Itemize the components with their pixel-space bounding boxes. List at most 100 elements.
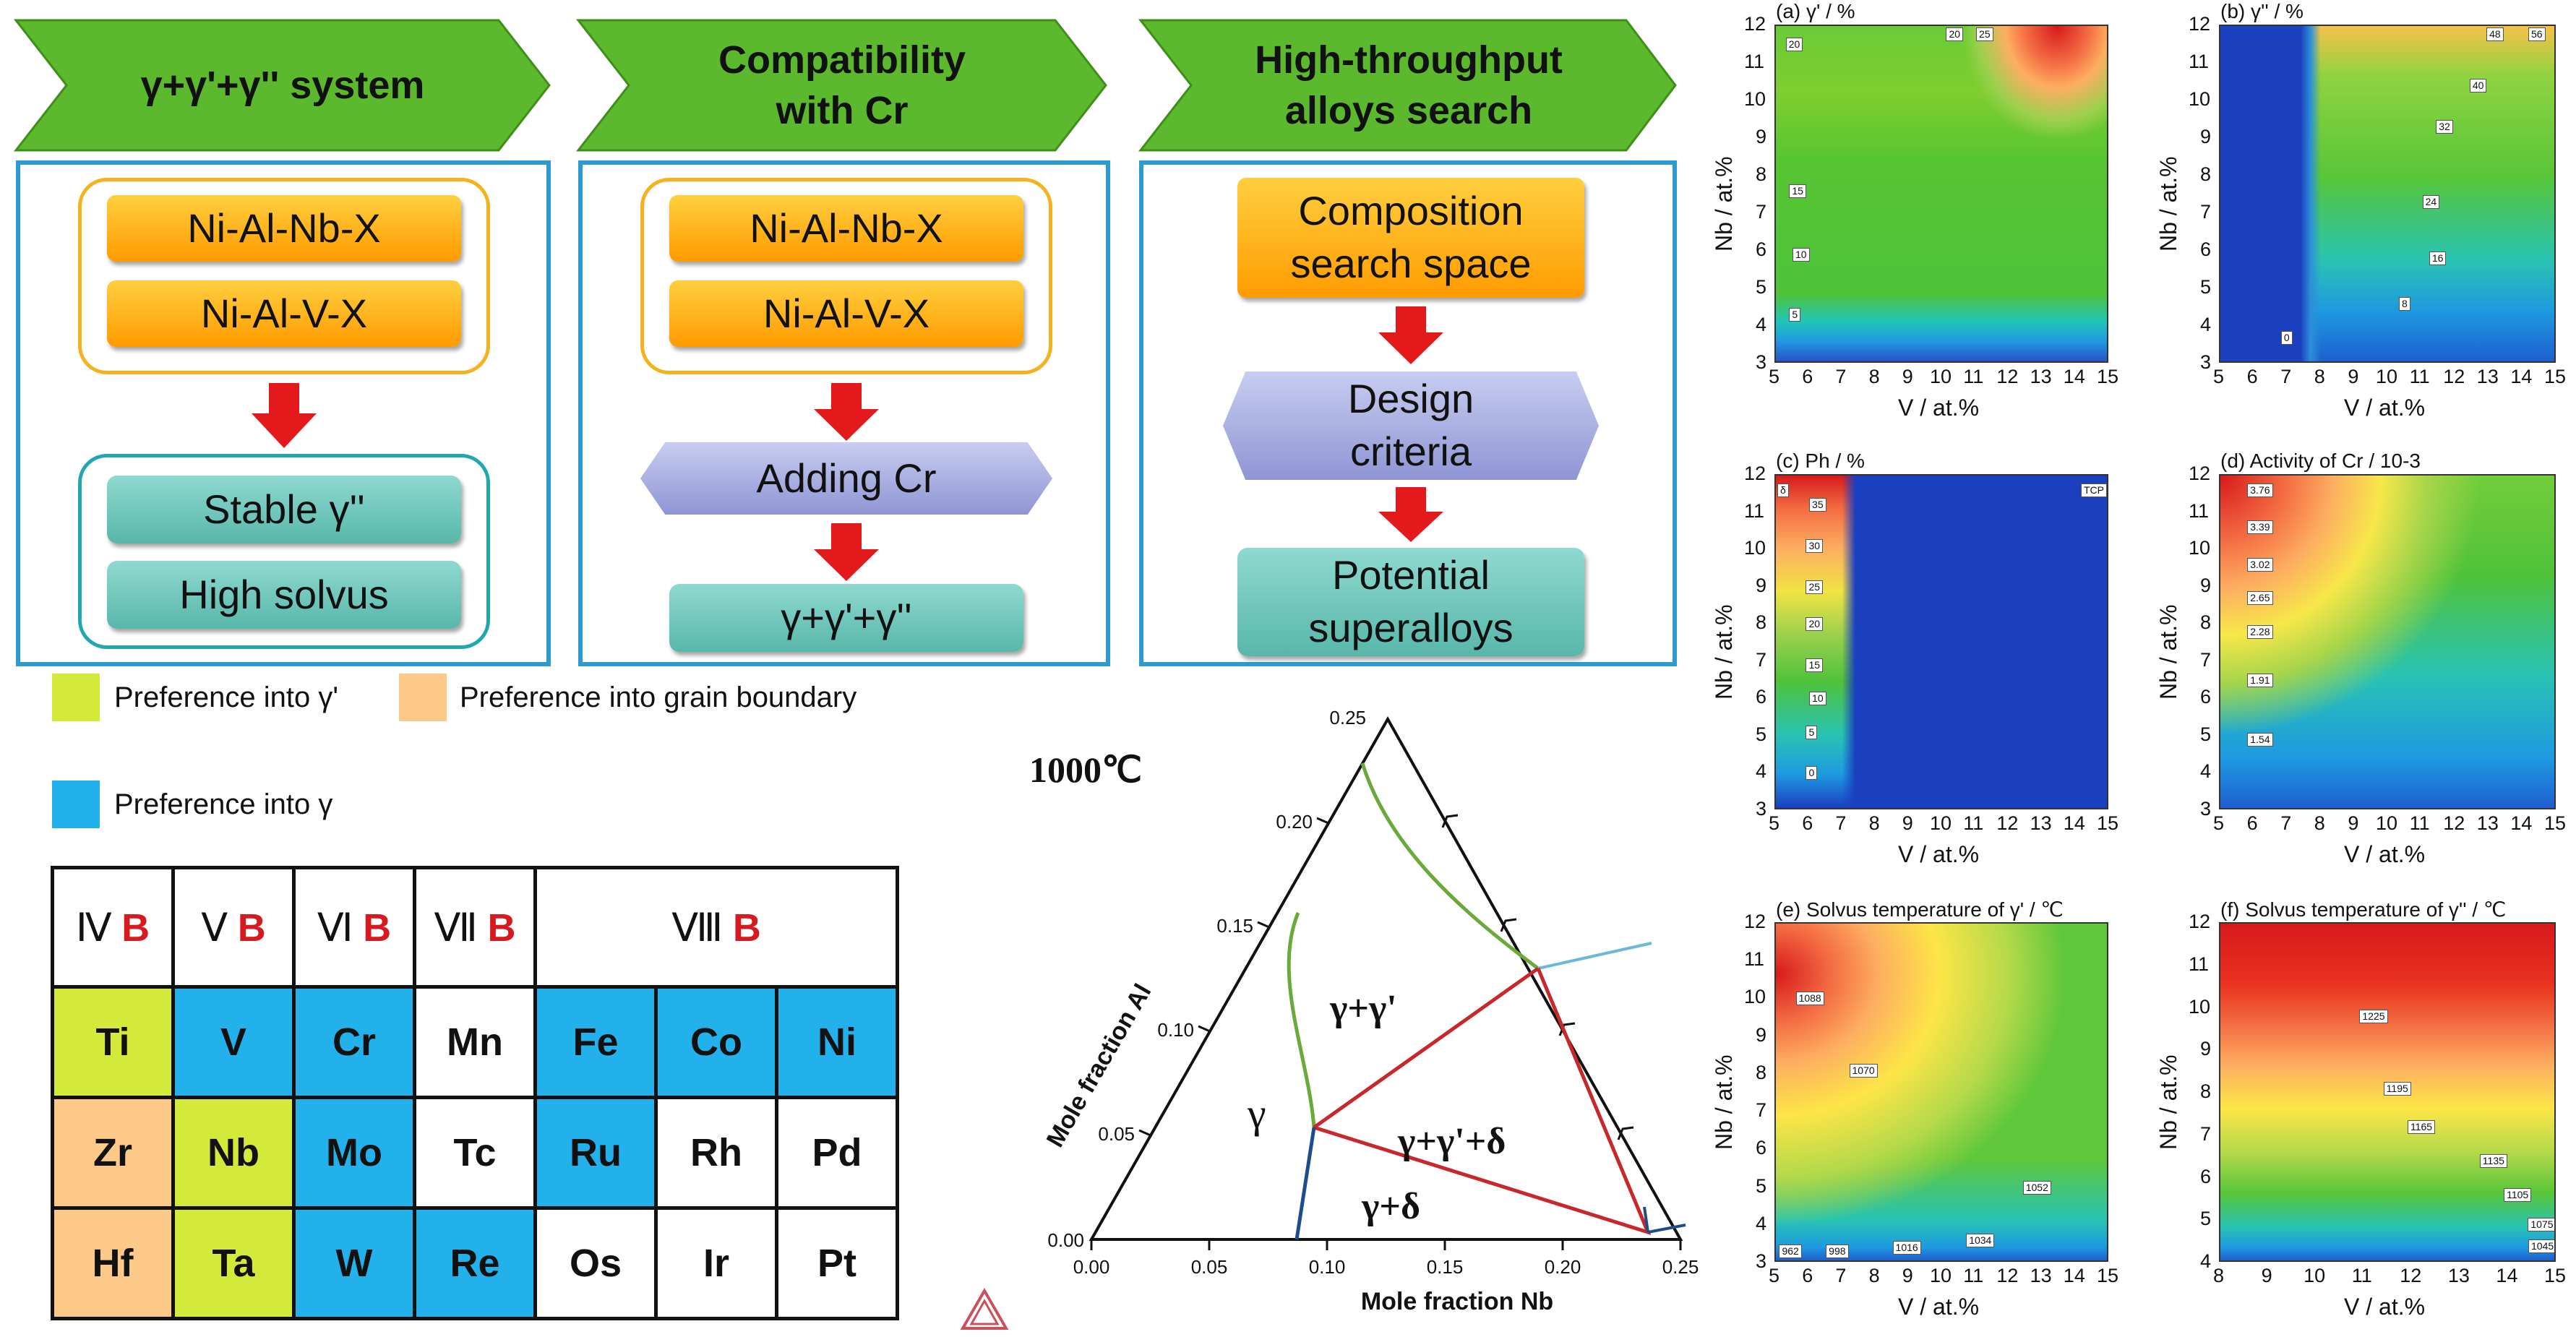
bottom-axis-ticks: 0.00 0.05 0.10 0.15 0.20 0.25 (1073, 1239, 1699, 1278)
x-tick-label: 15 (2544, 366, 2567, 387)
x-tick-label: 11 (2409, 366, 2430, 387)
contour-label: 8 (2398, 296, 2410, 311)
y-tick-label: 5 (2200, 276, 2212, 298)
y-tick-label: 6 (1756, 238, 1767, 260)
element-cell: Mn (413, 985, 537, 1099)
x-tick-label: 11 (1963, 1265, 1984, 1286)
x-tick-label: 7 (2280, 366, 2292, 387)
y-axis-label: Nb / at.% (2155, 156, 2181, 252)
x-tick-label: 8 (1868, 1265, 1880, 1286)
y-tick-label: 11 (2189, 51, 2210, 72)
plot-area: δ TCP 35 30 25 20 15 10 5 0 (1774, 474, 2108, 809)
y-tick-label: 7 (2200, 648, 2212, 671)
contour-label: 962 (1779, 1244, 1802, 1259)
phase-label-gamma-delta: γ+δ (1361, 1186, 1420, 1227)
group-b: B (121, 906, 150, 950)
teal-group-1 (78, 454, 490, 649)
x-tick-label: 5 (2213, 366, 2225, 387)
y-tick-label: 5 (2200, 723, 2212, 745)
box-high-solvus: High solvus (107, 561, 461, 629)
plot-title: (f) Solvus temperature of γ'' / ℃ (2220, 898, 2507, 921)
contour-label: 1016 (1892, 1241, 1921, 1255)
left-tick-label: 0.05 (1098, 1123, 1135, 1145)
group-roman: Ⅵ (317, 906, 353, 950)
y-tick-label: 10 (2189, 995, 2211, 1018)
y-tick-label: 9 (1756, 126, 1767, 147)
group-header-viib: Ⅶ B (413, 866, 537, 989)
boundary-gp-upper (1360, 762, 1540, 971)
x-tick-label: 15 (2097, 812, 2119, 834)
y-tick-label: 11 (2189, 953, 2210, 975)
contour-label: 16 (2429, 252, 2447, 266)
legend-label-gamma: Preference into γ (114, 788, 333, 820)
contour-label: 1165 (2407, 1120, 2436, 1134)
x-tick-label: 10 (2376, 812, 2398, 834)
x-tick-label: 7 (1835, 1265, 1847, 1286)
y-tick-label: 3 (1756, 1250, 1767, 1272)
group-b: B (363, 906, 392, 950)
group-header-viiib: Ⅷ B (533, 866, 899, 989)
element-cell: Pd (775, 1096, 899, 1210)
x-tick-label: 9 (2261, 1265, 2272, 1286)
plot-title: (d) Activity of Cr / 10-3 (2220, 450, 2421, 472)
contour-label: 1052 (2022, 1180, 2051, 1195)
contour-label: 2.65 (2247, 591, 2273, 606)
contour-label: 40 (2469, 79, 2487, 93)
element-cell: Os (533, 1206, 658, 1320)
contour-label: 15 (1789, 184, 1806, 198)
element-cell: Ti (51, 985, 175, 1099)
x-tick-label: 5 (1769, 812, 1780, 834)
y-tick-label: 3 (1756, 351, 1767, 373)
phase-label-gpd: γ+γ'+δ (1397, 1121, 1506, 1162)
y-tick-label: 6 (1756, 1137, 1767, 1159)
plot-area: 1225 1195 1165 1135 1105 1075 1045 (2219, 922, 2556, 1262)
periodic-table-header-row: Ⅳ B Ⅴ B Ⅵ B Ⅶ B Ⅷ B (51, 866, 899, 989)
x-tick-label: 10 (2304, 1265, 2326, 1286)
y-tick-label: 8 (1756, 163, 1767, 185)
x-tick-label: 11 (1963, 812, 1984, 834)
x-tick-label: 13 (2030, 366, 2052, 387)
box-ni-al-nb-x-1: Ni-Al-Nb-X (107, 195, 461, 262)
y-tick-label: 11 (2189, 499, 2210, 522)
x-tick-label: 7 (1835, 366, 1847, 387)
contour-label: 24 (2422, 195, 2440, 210)
contour-label: 10 (1792, 248, 1810, 262)
contour-label: 32 (2436, 120, 2453, 134)
group-b: B (487, 906, 516, 950)
y-tick-label: 8 (2200, 611, 2212, 634)
contour-label: 1105 (2504, 1188, 2532, 1202)
boundary-blue-top (1537, 942, 1652, 970)
y-tick-label: 7 (2200, 201, 2212, 223)
x-tick-label: 5 (1769, 366, 1780, 387)
x-tick-label: 8 (2213, 1265, 2225, 1286)
legend-label-grain-boundary: Preference into grain boundary (460, 682, 857, 713)
element-cell: Nb (171, 1096, 296, 1210)
element-cell: Co (654, 985, 778, 1099)
y-tick-label: 6 (2200, 238, 2212, 260)
ternary-xlabel: Mole fraction Nb (1361, 1288, 1553, 1315)
box-potential-superalloys: Potential superalloys (1237, 548, 1584, 656)
y-tick-label: 9 (1756, 1023, 1767, 1046)
ternary-triangle (1089, 715, 1683, 1241)
x-axis-label: V / at.% (1898, 841, 1980, 867)
x-tick-label: 10 (2376, 366, 2398, 387)
legend-swatch-grain-boundary (399, 674, 447, 721)
contour-label: 3.39 (2247, 520, 2273, 535)
x-tick-label: 14 (2496, 1265, 2518, 1286)
group-header-vib: Ⅵ B (292, 866, 416, 989)
panel-high-throughput: Composition search space Design criteria… (1139, 160, 1677, 666)
element-cell: Ni (775, 985, 899, 1099)
x-tick-label: 12 (1996, 1265, 2019, 1286)
col3-title: High-throughput alloys search (1191, 20, 1626, 150)
contour-label: 5 (1806, 725, 1818, 739)
legend-label-gamma-prime: Preference into γ' (114, 682, 339, 713)
contour-label: 20 (1806, 617, 1824, 632)
y-tick-label: 5 (1756, 276, 1767, 298)
col3-title-line2: alloys search (1284, 89, 1533, 132)
right-axis-ticks (1441, 814, 1634, 1140)
x-tick-label: 8 (1868, 812, 1880, 834)
x-tick-label: 11 (2351, 1265, 2372, 1286)
y-tick-label: 8 (1756, 1061, 1767, 1083)
col1-title: γ+γ'+γ'' system (140, 63, 425, 107)
x-tick-label: 6 (2246, 366, 2258, 387)
